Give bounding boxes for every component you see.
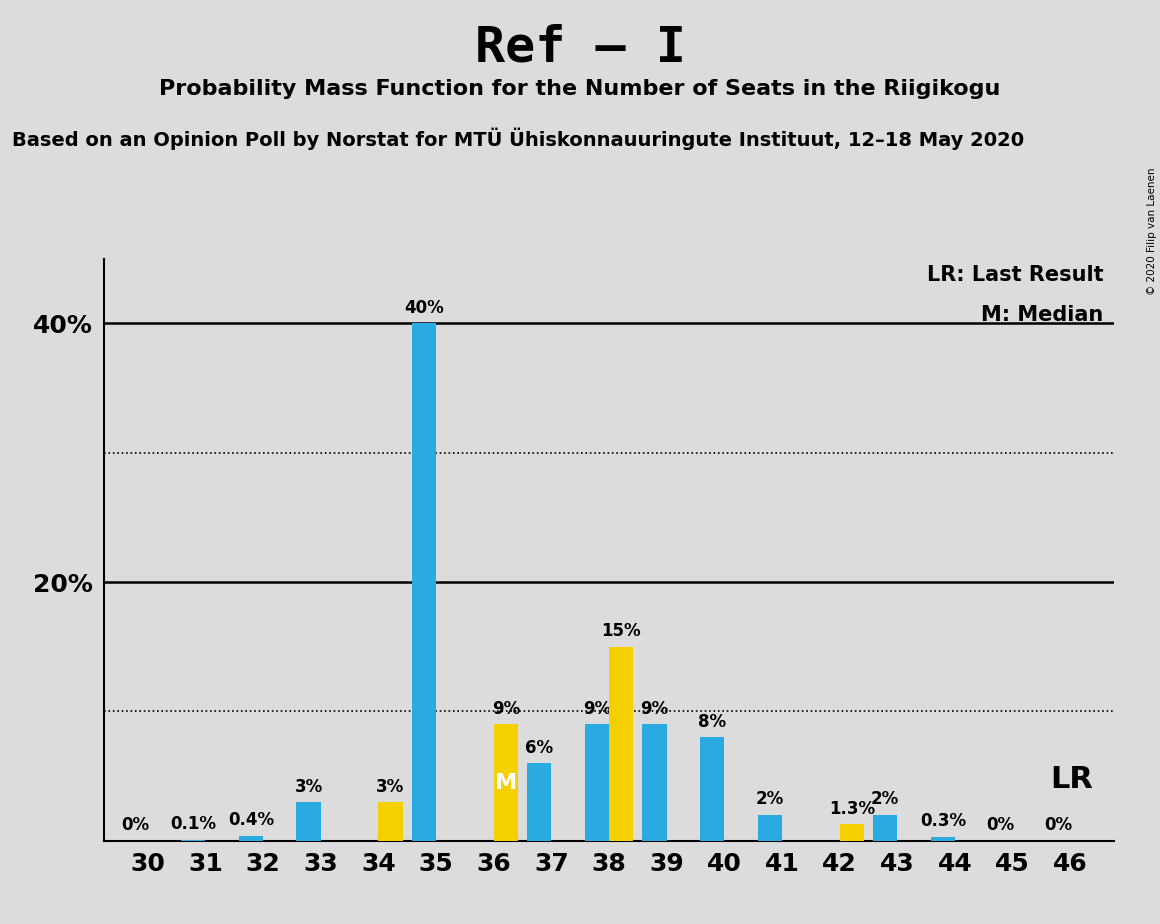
- Text: 15%: 15%: [601, 623, 641, 640]
- Text: 8%: 8%: [698, 713, 726, 731]
- Bar: [412, 323, 436, 841]
- Text: LR: Last Result: LR: Last Result: [927, 264, 1103, 285]
- Bar: [527, 763, 551, 841]
- Bar: [585, 724, 609, 841]
- Text: 0.1%: 0.1%: [171, 815, 216, 833]
- Text: 1.3%: 1.3%: [828, 799, 875, 818]
- Bar: [378, 802, 403, 841]
- Text: © 2020 Filip van Laenen: © 2020 Filip van Laenen: [1147, 167, 1157, 295]
- Text: Ref – I: Ref – I: [474, 23, 686, 71]
- Bar: [494, 724, 517, 841]
- Text: 3%: 3%: [295, 778, 322, 796]
- Text: 0%: 0%: [122, 817, 150, 834]
- Text: 2%: 2%: [871, 791, 899, 808]
- Text: M: M: [494, 772, 517, 793]
- Text: 0%: 0%: [986, 817, 1015, 834]
- Text: 0.4%: 0.4%: [227, 811, 274, 829]
- Bar: [297, 802, 320, 841]
- Text: 9%: 9%: [492, 700, 520, 718]
- Text: 6%: 6%: [525, 739, 553, 757]
- Bar: [840, 824, 864, 841]
- Text: 3%: 3%: [376, 778, 405, 796]
- Text: 2%: 2%: [756, 791, 784, 808]
- Text: 40%: 40%: [404, 299, 444, 317]
- Bar: [930, 837, 955, 841]
- Text: Based on an Opinion Poll by Norstat for MTÜ Ühiskonnauuringute Instituut, 12–18 : Based on an Opinion Poll by Norstat for …: [12, 128, 1024, 150]
- Text: M: Median: M: Median: [981, 305, 1103, 325]
- Text: 0%: 0%: [1044, 817, 1072, 834]
- Bar: [643, 724, 667, 841]
- Text: 9%: 9%: [582, 700, 611, 718]
- Text: Probability Mass Function for the Number of Seats in the Riigikogu: Probability Mass Function for the Number…: [159, 79, 1001, 99]
- Text: LR: LR: [1051, 765, 1094, 795]
- Text: 0.3%: 0.3%: [920, 812, 966, 831]
- Bar: [873, 815, 898, 841]
- Bar: [181, 840, 205, 841]
- Bar: [701, 737, 724, 841]
- Text: 9%: 9%: [640, 700, 668, 718]
- Bar: [239, 835, 263, 841]
- Bar: [757, 815, 782, 841]
- Bar: [609, 647, 633, 841]
